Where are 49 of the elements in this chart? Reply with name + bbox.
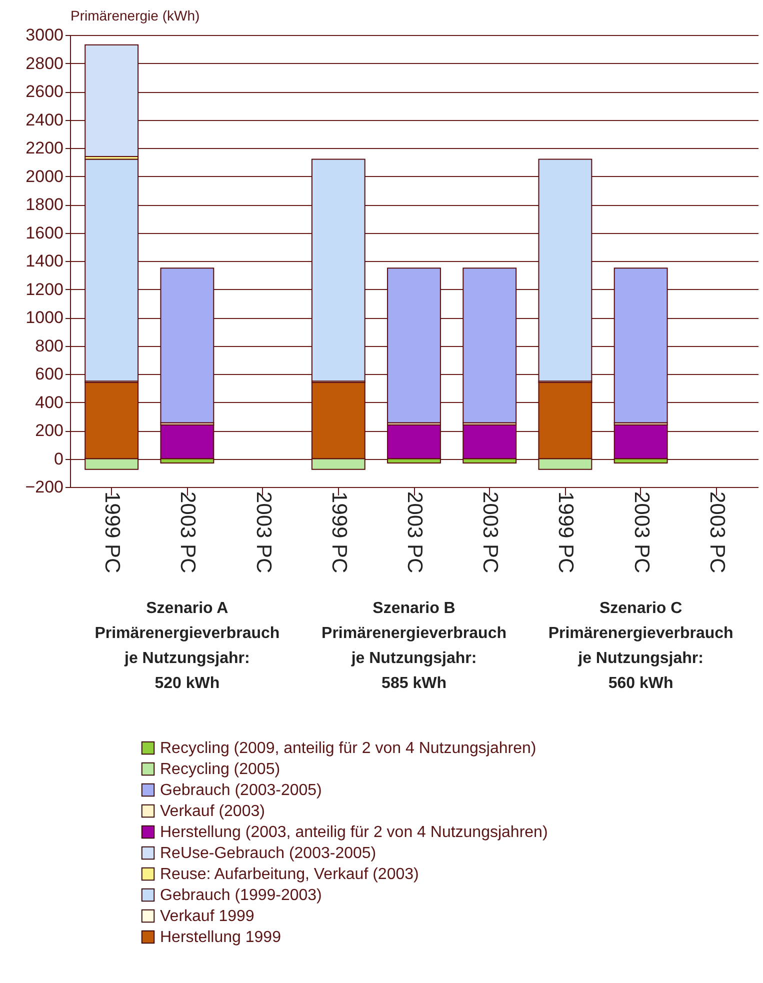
- y-tick-label: 1200: [26, 280, 64, 299]
- legend-label: Recycling (2005): [160, 761, 280, 778]
- y-tick-label: 800: [35, 336, 64, 356]
- y-tick-label: 1800: [26, 195, 64, 214]
- bar: [462, 268, 517, 424]
- y-tick-label: 1000: [26, 308, 64, 327]
- y-tick-label: 2800: [26, 54, 64, 73]
- bar: [462, 424, 517, 460]
- legend-label: Reuse: Aufarbeitung, Verkauf (2003): [160, 866, 419, 883]
- text: Szenario B Primärenergieverbrauch je Nutzungsjahr: 585 kWh: [322, 600, 506, 692]
- y-tick-label: 2200: [26, 138, 64, 158]
- y-tick-label: 1600: [26, 223, 64, 242]
- y-tick-label: 600: [35, 364, 64, 384]
- x-tick-label: 2003 PC: [478, 492, 502, 574]
- bar: [84, 44, 139, 157]
- legend-label: Recycling (2009, anteilig für 2 von 4 Nutzungsjahren): [160, 740, 536, 757]
- legend-label: Verkauf 1999: [160, 908, 254, 925]
- y-tick-label: 400: [35, 392, 64, 412]
- x-tick-label: 2003 PC: [705, 492, 728, 574]
- x-tick-label: 1999 PC: [554, 492, 578, 574]
- text: Szenario A Primärenergieverbrauch je Nutzungsjahr: 520 kWh: [94, 600, 280, 692]
- y-tick-label: 2000: [26, 166, 64, 186]
- legend-label: ReUse-Gebrauch (2003-2005): [160, 845, 376, 862]
- y-axis-title: Primärenergie (kWh): [70, 8, 200, 24]
- legend-label: Verkauf (2003): [160, 803, 265, 820]
- x-tick-label: 2003 PC: [176, 492, 200, 574]
- text: Szenario C Primärenergieverbrauch je Nutzungsjahr: 560 kWh: [548, 600, 734, 692]
- y-tick-label: 2600: [26, 82, 64, 101]
- y-tick-label: −200: [25, 478, 64, 496]
- x-tick-label: 1999 PC: [100, 492, 124, 574]
- x-tick-label: 2003 PC: [252, 492, 275, 574]
- x-tick-label: 1999 PC: [327, 492, 350, 574]
- y-tick-label: 0: [54, 449, 64, 468]
- bar: [387, 424, 441, 460]
- x-tick-label: 2003 PC: [630, 492, 653, 574]
- legend-label: Gebrauch (2003-2005): [160, 782, 322, 799]
- bar: [614, 424, 668, 460]
- legend-label: Herstellung (2003, anteilig für 2 von 4 Nutzungsjahren): [160, 824, 548, 841]
- x-tick-label: 2003 PC: [403, 492, 426, 574]
- bar: [160, 268, 214, 424]
- bar: [614, 268, 668, 424]
- y-tick-label: 1400: [26, 252, 64, 270]
- legend-label: Herstellung 1999: [160, 929, 282, 946]
- y-tick-label: 3000: [26, 26, 64, 44]
- legend-label: Gebrauch (1999-2003): [160, 887, 322, 904]
- y-tick-label: 200: [35, 421, 64, 440]
- bar: [160, 424, 214, 460]
- bar: [387, 268, 441, 424]
- y-tick-label: 2400: [26, 110, 64, 130]
